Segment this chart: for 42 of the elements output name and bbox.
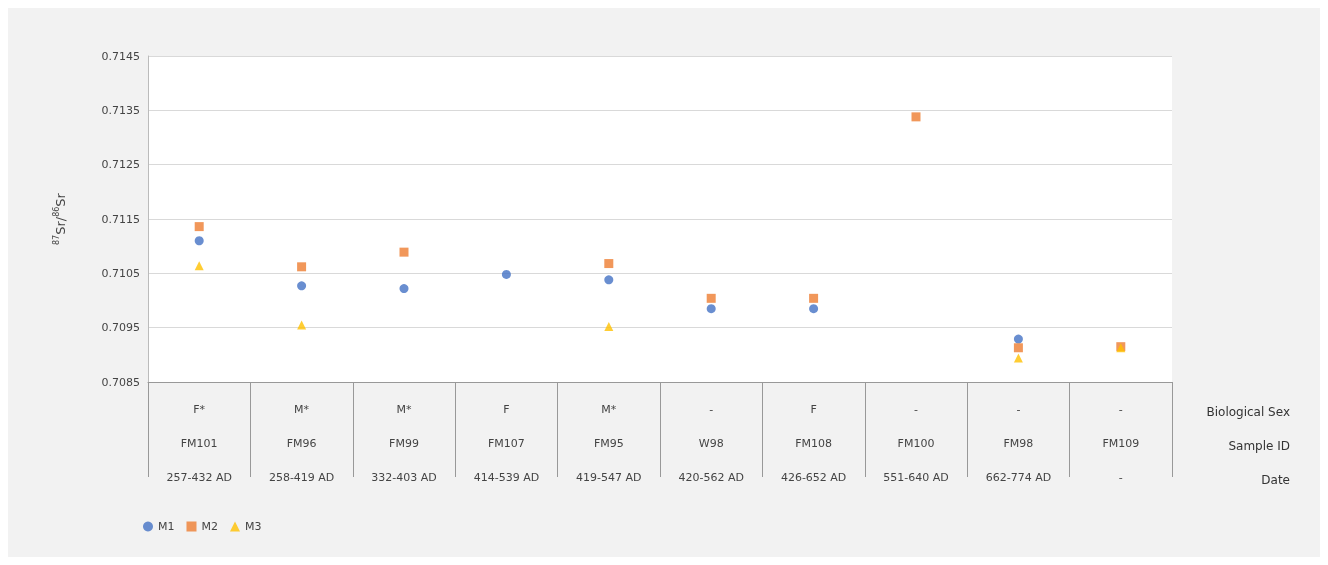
category-label: - W98 420-562 AD bbox=[678, 402, 744, 484]
point bbox=[399, 284, 409, 294]
point bbox=[501, 269, 511, 279]
y-tick-label: 0.7105 bbox=[101, 266, 140, 280]
y-tick-label: 0.7115 bbox=[101, 212, 140, 226]
legend-label: M2 bbox=[201, 520, 218, 533]
text: Biological Sex bbox=[1206, 405, 1291, 419]
point bbox=[604, 259, 614, 269]
y-tick-label: 0.7125 bbox=[101, 158, 140, 172]
legend-label: M1 bbox=[158, 520, 175, 533]
category-label: M* FM95 419-547 AD bbox=[576, 402, 642, 484]
point bbox=[604, 275, 614, 285]
category-label: - FM98 662-774 AD bbox=[985, 402, 1052, 484]
category-label: F* FM101 257-432 AD bbox=[166, 402, 232, 484]
text: Sample ID bbox=[1228, 439, 1291, 453]
text: Date bbox=[1261, 473, 1291, 487]
point bbox=[1013, 343, 1023, 353]
category-label: - FM100 551-640 AD bbox=[883, 402, 949, 484]
point bbox=[604, 322, 614, 332]
point bbox=[194, 236, 204, 246]
point bbox=[297, 262, 307, 272]
point bbox=[706, 293, 716, 303]
point bbox=[194, 222, 204, 232]
y-axis-title: 87Sr/86Sr bbox=[51, 192, 68, 245]
y-tick-label: 0.7145 bbox=[101, 49, 140, 63]
point bbox=[809, 304, 819, 314]
y-tick-label: 0.7085 bbox=[101, 375, 140, 389]
point bbox=[706, 304, 716, 314]
point bbox=[297, 281, 307, 291]
y-tick-label: 0.7095 bbox=[101, 321, 140, 335]
category-label: F FM108 426-652 AD bbox=[780, 402, 847, 484]
point bbox=[1013, 353, 1023, 363]
legend-label: M3 bbox=[244, 520, 262, 533]
category-label: M* FM99 332-403 AD bbox=[371, 402, 437, 484]
y-tick-label: 0.7135 bbox=[101, 103, 140, 117]
category-label: F FM107 414-539 AD bbox=[473, 402, 540, 484]
category-label: M* FM96 258-419 AD bbox=[268, 402, 335, 484]
point bbox=[1013, 334, 1023, 344]
point bbox=[399, 247, 409, 257]
point bbox=[809, 293, 819, 303]
category-label: - FM109 - bbox=[1102, 402, 1140, 484]
point bbox=[911, 112, 921, 122]
